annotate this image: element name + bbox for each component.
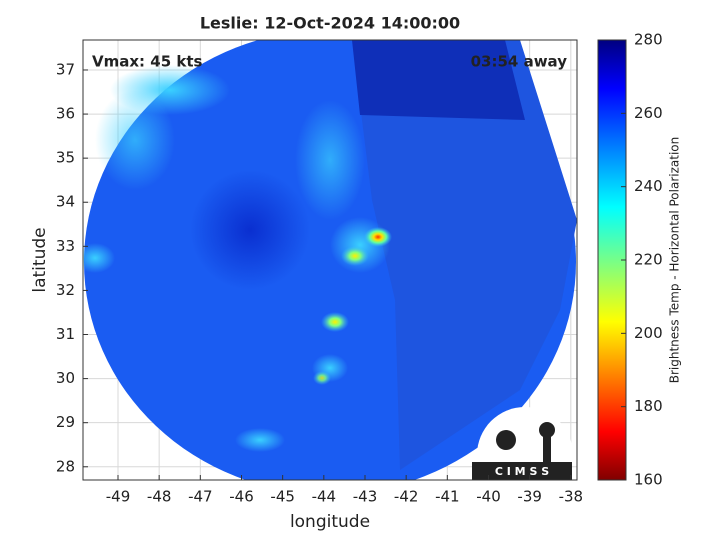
y-tick-label: 31 [56,325,75,343]
y-axis-label: latitude [30,227,50,292]
chart-title: Leslie: 12-Oct-2024 14:00:00 [200,14,460,33]
x-tick-label: -45 [270,488,295,506]
cimss-logo: C I M S S [472,407,573,480]
colorbar-tick-label: 200 [634,324,663,342]
colorbar-label: Brightness Temp - Horizontal Polarizatio… [668,137,682,384]
x-axis-label: longitude [290,512,370,532]
plot-frame [82,39,578,481]
x-tick-label: -41 [435,488,460,506]
x-tick-label: -46 [229,488,254,506]
x-tick-label: -44 [312,488,337,506]
y-tick-label: 30 [56,369,75,387]
y-tick-label: 29 [56,413,75,431]
logo-text: C I M S S [495,465,549,478]
colorbar-tick-label: 180 [634,397,663,415]
y-tick-label: 34 [56,193,75,211]
x-tick-label: -43 [353,488,378,506]
y-tick-label: 33 [56,237,75,255]
y-tick-label: 32 [56,281,75,299]
colorbar-tick-label: 260 [634,104,663,122]
x-tick-label: -49 [106,488,131,506]
x-tick-label: -39 [517,488,542,506]
y-tick-label: 28 [56,457,75,475]
x-tick-label: -47 [188,488,213,506]
annotation: Vmax: 45 kts [92,53,202,71]
x-tick-label: -48 [147,488,172,506]
colorbar-tick-label: 240 [634,177,663,195]
x-tick-label: -38 [559,488,584,506]
satellite-image: C I M S S [83,40,577,480]
colorbar-tick-label: 280 [634,31,663,49]
y-tick-label: 37 [56,60,75,78]
x-tick-label: -42 [394,488,419,506]
colorbar-tick-label: 160 [634,471,663,489]
colorbar-tick-label: 220 [634,251,663,269]
y-tick-label: 35 [56,149,75,167]
x-tick-label: -40 [476,488,501,506]
y-tick-label: 36 [56,105,75,123]
annotation: 03:54 away [471,53,568,71]
